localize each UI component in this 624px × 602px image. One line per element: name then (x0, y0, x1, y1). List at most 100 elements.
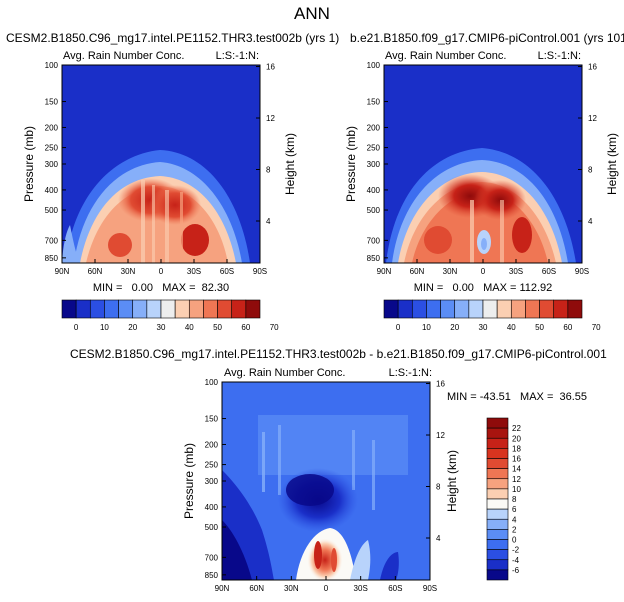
panel-3-contour-field (222, 382, 430, 580)
colorbar-swatch (486, 539, 509, 550)
colorbar-label: 0 (74, 323, 79, 332)
panel-1-latitude-axis: 90N 60N 30N 0 30S 60S 90S (55, 259, 267, 276)
colorbar-label: 70 (592, 323, 601, 332)
latitude-tick-label: 30S (187, 267, 201, 276)
latitude-tick-label: 90S (253, 267, 267, 276)
panel-2-variable: Avg. Rain Number Conc. (385, 50, 506, 62)
colorbar-swatch (203, 299, 218, 319)
colorbar-swatch (539, 299, 555, 319)
panel-3-ylabel-right: Height (km) (445, 450, 459, 512)
colorbar-swatch (231, 299, 247, 319)
colorbar-swatch (486, 559, 509, 571)
colorbar-label: 4 (512, 515, 517, 524)
pressure-tick-label: 400 (205, 503, 219, 512)
height-tick-label: 12 (436, 431, 445, 440)
pressure-tick-label: 850 (205, 571, 219, 580)
colorbar-swatch (245, 299, 261, 319)
colorbar-swatch (486, 417, 509, 429)
colorbar-label: 0 (512, 536, 517, 545)
colorbar-swatch (75, 299, 91, 319)
colorbar-swatch (510, 299, 526, 319)
height-tick-label: 12 (266, 114, 275, 123)
pressure-tick-label: 150 (45, 98, 59, 107)
height-tick-label: 8 (588, 166, 593, 175)
panel-1-tag: L:S:-1:N: (216, 50, 259, 62)
colorbar-label: 10 (100, 323, 109, 332)
latitude-tick-label: 90N (55, 267, 70, 276)
pressure-tick-label: 100 (205, 378, 219, 387)
pressure-tick-label: 850 (367, 254, 381, 263)
panel-3-pressure-axis: 100 150 200 250 300 400 500 700 850 (205, 378, 226, 580)
figure-title: ANN (294, 4, 330, 23)
colorbar-label: 8 (512, 495, 517, 504)
height-tick-label: 16 (436, 380, 445, 389)
panel-3-height-axis: 4 8 12 16 (426, 380, 445, 543)
colorbar-swatch (486, 427, 509, 439)
colorbar-swatch (61, 299, 77, 319)
colorbar-label: 60 (563, 323, 572, 332)
panel-1-pressure-axis: 100 150 200 250 300 400 500 700 850 (45, 61, 66, 263)
height-tick-label: 16 (588, 63, 597, 72)
panel-1-height-axis: 4 8 12 16 (256, 63, 275, 226)
pressure-tick-label: 250 (45, 144, 59, 153)
latitude-tick-label: 60S (542, 267, 556, 276)
pressure-tick-label: 100 (45, 61, 59, 70)
colorbar-label: 40 (507, 323, 516, 332)
pressure-tick-label: 250 (367, 144, 381, 153)
panel-2-tag: L:S:-1:N: (538, 50, 581, 62)
panel-2-contour-field (384, 65, 582, 263)
colorbar-swatch (146, 299, 162, 319)
latitude-tick-label: 30N (443, 267, 458, 276)
colorbar-label: 20 (512, 434, 521, 443)
pressure-tick-label: 300 (367, 160, 381, 169)
colorbar-label: 60 (241, 323, 250, 332)
latitude-tick-label: 0 (324, 584, 329, 593)
panel-1-min-max: MIN = 0.00 MAX = 82.30 (93, 282, 229, 294)
colorbar-label: 6 (512, 505, 517, 514)
colorbar-label: -4 (512, 556, 520, 565)
colorbar-label: 30 (157, 323, 166, 332)
panel-3-difference: CESM2.B1850.C96_mg17.intel.PE1152.THR3.t… (70, 347, 607, 593)
latitude-tick-label: 30S (509, 267, 523, 276)
colorbar-label: 40 (185, 323, 194, 332)
pressure-tick-label: 700 (45, 236, 59, 245)
colorbar-swatch (486, 518, 509, 530)
colorbar-swatch (454, 299, 470, 319)
panel-3-tag: L:S:-1:N: (389, 367, 432, 379)
latitude-tick-label: 30S (354, 584, 368, 593)
height-tick-label: 16 (266, 63, 275, 72)
pressure-tick-label: 500 (367, 206, 381, 215)
latitude-tick-label: 0 (159, 267, 164, 276)
pressure-tick-label: 500 (45, 206, 59, 215)
colorbar-swatch (486, 549, 509, 561)
height-tick-label: 8 (266, 166, 271, 175)
panel-2-control-case: b.e21.B1850.f09_g17.CMIP6-piControl.001 … (344, 31, 624, 332)
colorbar-label: 20 (128, 323, 137, 332)
latitude-tick-label: 60N (88, 267, 103, 276)
latitude-tick-label: 0 (481, 267, 486, 276)
height-tick-label: 8 (436, 483, 441, 492)
panel-3-min-max: MIN = -43.51 MAX = 36.55 (447, 391, 587, 403)
panel-1-ylabel: Pressure (mb) (22, 126, 36, 202)
pressure-tick-label: 200 (45, 123, 59, 132)
colorbar-swatch (118, 299, 134, 319)
colorbar-swatch (174, 299, 190, 319)
pressure-tick-label: 300 (205, 477, 219, 486)
pressure-tick-label: 850 (45, 254, 59, 263)
height-tick-label: 12 (588, 114, 597, 123)
colorbar-label: 12 (512, 475, 521, 484)
panel-1-ylabel-right: Height (km) (283, 133, 297, 195)
colorbar-label: 0 (396, 323, 401, 332)
colorbar-swatch (411, 299, 427, 319)
panel-2-ylabel-right: Height (km) (605, 133, 619, 195)
latitude-tick-label: 90N (377, 267, 392, 276)
latitude-tick-label: 60S (220, 267, 234, 276)
panel-3-latitude-axis: 90N 60N 30N 0 30S 60S 90S (215, 576, 437, 593)
colorbar-swatch (383, 299, 399, 319)
height-tick-label: 4 (588, 217, 593, 226)
colorbar-label: 20 (450, 323, 459, 332)
colorbar-swatch (496, 299, 512, 319)
colorbar-label: 10 (512, 485, 521, 494)
colorbar-swatch (104, 299, 119, 319)
colorbar-swatch (397, 299, 413, 319)
